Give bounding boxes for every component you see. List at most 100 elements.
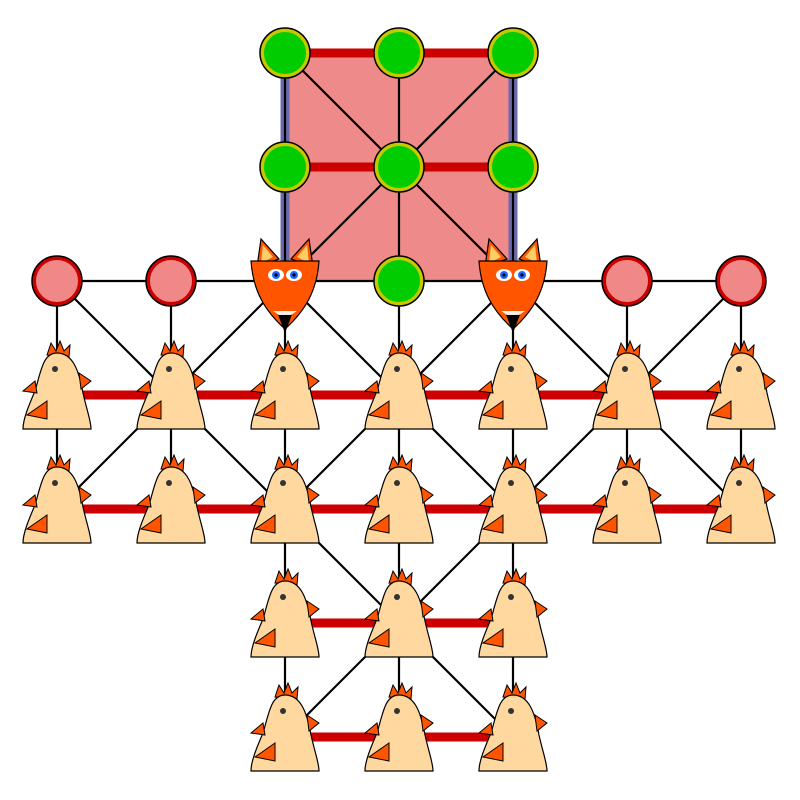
chicken-comb-icon bbox=[502, 339, 527, 358]
chicken-eye-icon bbox=[280, 594, 286, 600]
chicken-wattle-icon bbox=[192, 485, 206, 504]
empty-node[interactable] bbox=[146, 256, 196, 306]
chicken-piece[interactable] bbox=[591, 339, 662, 430]
chicken-beak-icon bbox=[249, 722, 266, 736]
chicken-beak-icon bbox=[249, 608, 266, 622]
target-node[interactable] bbox=[260, 28, 310, 78]
chicken-eye-icon bbox=[280, 708, 286, 714]
chicken-comb-icon bbox=[388, 681, 413, 700]
chicken-piece[interactable] bbox=[363, 567, 434, 658]
chicken-piece[interactable] bbox=[363, 339, 434, 430]
chicken-comb-icon bbox=[388, 453, 413, 472]
chicken-wing-icon bbox=[139, 514, 162, 534]
chicken-eye-icon bbox=[394, 594, 400, 600]
chicken-beak-icon bbox=[21, 380, 38, 394]
target-node[interactable] bbox=[260, 142, 310, 192]
target-node[interactable] bbox=[488, 28, 538, 78]
chicken-wattle-icon bbox=[534, 371, 548, 390]
chicken-beak-icon bbox=[705, 380, 722, 394]
chicken-piece[interactable] bbox=[477, 567, 548, 658]
chicken-piece[interactable] bbox=[135, 339, 206, 430]
chicken-comb-icon bbox=[274, 453, 299, 472]
chicken-eye-icon bbox=[508, 480, 514, 486]
empty-node[interactable] bbox=[716, 256, 766, 306]
chicken-wing-icon bbox=[367, 400, 390, 420]
target-node-outline bbox=[373, 141, 425, 193]
chicken-wing-icon bbox=[367, 628, 390, 648]
fox-right-ear-inner bbox=[525, 245, 537, 263]
empty-node[interactable] bbox=[32, 256, 82, 306]
chicken-wing-icon bbox=[481, 514, 504, 534]
chicken-piece[interactable] bbox=[705, 339, 776, 430]
chicken-piece[interactable] bbox=[477, 681, 548, 772]
fox-right-pupil bbox=[292, 273, 296, 277]
chicken-wing-icon bbox=[595, 400, 618, 420]
chicken-wattle-icon bbox=[534, 485, 548, 504]
chicken-wing-icon bbox=[25, 514, 48, 534]
target-node-outline bbox=[259, 141, 311, 193]
chicken-piece[interactable] bbox=[21, 453, 92, 544]
board-line bbox=[398, 52, 514, 168]
chicken-eye-icon bbox=[508, 594, 514, 600]
chicken-piece[interactable] bbox=[249, 339, 320, 430]
chicken-eye-icon bbox=[394, 480, 400, 486]
chicken-beak-icon bbox=[363, 722, 380, 736]
chicken-wattle-icon bbox=[648, 485, 662, 504]
target-node[interactable] bbox=[374, 256, 424, 306]
chicken-piece[interactable] bbox=[363, 681, 434, 772]
chicken-eye-icon bbox=[736, 366, 742, 372]
chicken-wattle-icon bbox=[534, 599, 548, 618]
board-line bbox=[56, 280, 172, 396]
chicken-comb-icon bbox=[616, 453, 641, 472]
board-line bbox=[284, 52, 400, 168]
chicken-eye-icon bbox=[394, 366, 400, 372]
target-node-outline bbox=[487, 27, 539, 79]
fox-muzzle bbox=[501, 311, 525, 315]
empty-node[interactable] bbox=[602, 256, 652, 306]
chicken-piece[interactable] bbox=[249, 681, 320, 772]
fox-left-ear-inner bbox=[489, 245, 501, 263]
chicken-piece[interactable] bbox=[591, 453, 662, 544]
chicken-piece[interactable] bbox=[477, 453, 548, 544]
chicken-piece[interactable] bbox=[477, 339, 548, 430]
chicken-eye-icon bbox=[508, 366, 514, 372]
chicken-wattle-icon bbox=[762, 371, 776, 390]
chicken-beak-icon bbox=[363, 494, 380, 508]
empty-node-outline bbox=[715, 255, 767, 307]
fox-piece[interactable] bbox=[478, 237, 548, 334]
chicken-piece[interactable] bbox=[249, 453, 320, 544]
chicken-eye-icon bbox=[508, 708, 514, 714]
chicken-beak-icon bbox=[477, 380, 494, 394]
chicken-wattle-icon bbox=[306, 485, 320, 504]
chicken-comb-icon bbox=[274, 681, 299, 700]
chicken-piece[interactable] bbox=[21, 339, 92, 430]
target-node[interactable] bbox=[374, 142, 424, 192]
chicken-wing-icon bbox=[253, 742, 276, 762]
chicken-wattle-icon bbox=[306, 599, 320, 618]
target-node[interactable] bbox=[374, 28, 424, 78]
chicken-beak-icon bbox=[591, 380, 608, 394]
chicken-beak-icon bbox=[135, 494, 152, 508]
chicken-comb-icon bbox=[160, 453, 185, 472]
chicken-piece[interactable] bbox=[249, 567, 320, 658]
chicken-comb-icon bbox=[274, 339, 299, 358]
target-node-outline bbox=[487, 141, 539, 193]
fox-left-pupil bbox=[502, 273, 506, 277]
chicken-piece[interactable] bbox=[135, 453, 206, 544]
chicken-eye-icon bbox=[736, 480, 742, 486]
chicken-wing-icon bbox=[709, 400, 732, 420]
chicken-wattle-icon bbox=[648, 371, 662, 390]
chicken-piece[interactable] bbox=[363, 453, 434, 544]
fox-piece[interactable] bbox=[250, 237, 320, 334]
chicken-piece[interactable] bbox=[705, 453, 776, 544]
chicken-wattle-icon bbox=[420, 371, 434, 390]
chicken-wattle-icon bbox=[78, 371, 92, 390]
chicken-beak-icon bbox=[249, 494, 266, 508]
chicken-wing-icon bbox=[481, 742, 504, 762]
chicken-wing-icon bbox=[253, 514, 276, 534]
chicken-beak-icon bbox=[477, 608, 494, 622]
target-node[interactable] bbox=[488, 142, 538, 192]
chicken-eye-icon bbox=[280, 480, 286, 486]
chicken-wing-icon bbox=[253, 628, 276, 648]
